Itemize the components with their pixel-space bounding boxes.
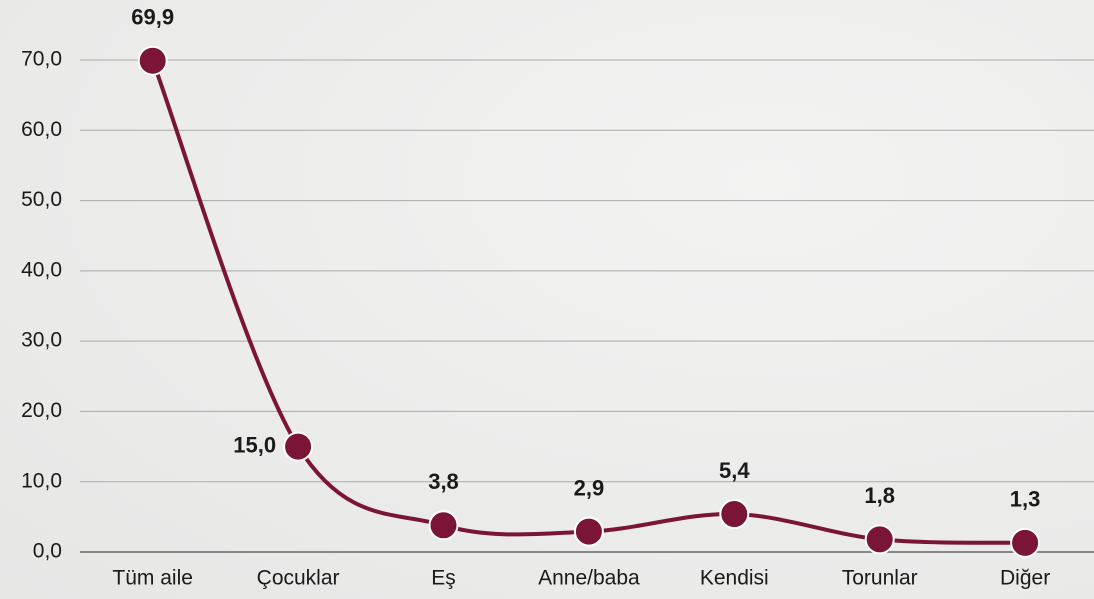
marker: [283, 431, 314, 462]
data-label: 3,8: [428, 469, 459, 494]
y-tick-label: 20,0: [21, 399, 62, 422]
x-tick-label: Diğer: [1000, 567, 1050, 590]
data-label: 69,9: [131, 5, 174, 30]
y-tick-label: 30,0: [21, 329, 62, 352]
x-tick-label: Çocuklar: [257, 567, 340, 590]
x-tick-label: Kendisi: [700, 567, 769, 590]
y-tick-label: 60,0: [21, 118, 62, 141]
x-tick-label: Eş: [431, 567, 456, 590]
y-tick-label: 0,0: [33, 540, 62, 563]
marker: [1010, 527, 1041, 558]
x-tick-label: Anne/baba: [538, 567, 640, 590]
marker: [428, 510, 459, 541]
data-label: 15,0: [233, 432, 276, 457]
y-tick-label: 70,0: [21, 48, 62, 71]
x-tick-label: Torunlar: [842, 567, 918, 590]
y-tick-label: 10,0: [21, 469, 62, 492]
y-tick-label: 40,0: [21, 258, 62, 281]
data-label: 2,9: [574, 475, 605, 500]
y-tick-label: 50,0: [21, 188, 62, 211]
marker: [864, 524, 895, 555]
data-label: 5,4: [719, 458, 750, 483]
data-label: 1,3: [1010, 487, 1041, 512]
line: [150, 59, 1026, 545]
x-tick-label: Tüm aile: [112, 567, 193, 590]
marker: [719, 499, 750, 530]
marker: [573, 516, 604, 547]
marker: [137, 45, 168, 76]
data-label: 1,8: [864, 483, 895, 508]
